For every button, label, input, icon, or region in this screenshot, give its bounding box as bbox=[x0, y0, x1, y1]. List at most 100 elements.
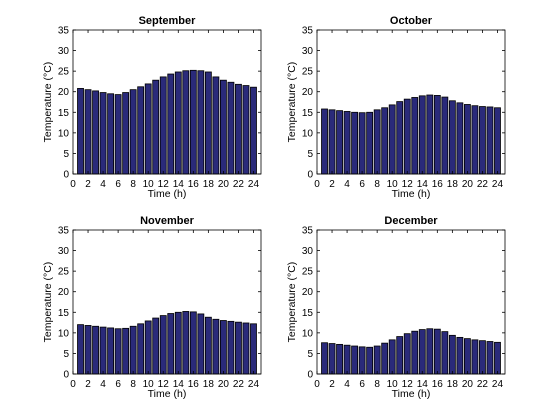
y-tick-label: 15 bbox=[302, 108, 314, 119]
y-tick-label: 35 bbox=[302, 226, 314, 237]
bar bbox=[77, 88, 84, 175]
y-tick-label: 20 bbox=[302, 287, 314, 298]
axes-box bbox=[316, 29, 506, 175]
x-axis-label: Time (h) bbox=[148, 388, 187, 400]
x-tick-label: 4 bbox=[344, 379, 350, 390]
y-tick-label: 5 bbox=[307, 349, 313, 360]
y-tick-label: 10 bbox=[58, 128, 70, 139]
x-tick-label: 16 bbox=[188, 379, 200, 390]
bar bbox=[479, 106, 486, 175]
bar bbox=[212, 318, 220, 375]
bar bbox=[84, 325, 92, 375]
x-tick-label: 6 bbox=[115, 379, 121, 390]
y-tick-label: 5 bbox=[63, 349, 69, 360]
x-tick-label: 8 bbox=[374, 379, 380, 390]
bar bbox=[336, 110, 343, 175]
x-tick-label: 10 bbox=[143, 379, 155, 390]
bar bbox=[471, 105, 479, 175]
y-tick-label: 25 bbox=[302, 267, 314, 278]
chart-panel-october: 0 2 4 6 8 10 12 14 16 18 20 22 2405101520253035Octob… bbox=[286, 15, 506, 200]
bar bbox=[358, 112, 366, 175]
y-tick-label: 25 bbox=[58, 267, 70, 278]
x-tick-label: 2 bbox=[85, 179, 91, 190]
y-tick-label: 20 bbox=[302, 87, 314, 98]
bar bbox=[388, 104, 396, 175]
bar bbox=[204, 71, 212, 175]
bar bbox=[129, 325, 137, 375]
bar bbox=[235, 83, 242, 175]
x-tick-label: 2 bbox=[329, 379, 335, 390]
bar bbox=[418, 95, 426, 175]
x-tick-label: 20 bbox=[462, 379, 474, 390]
x-tick-label: 8 bbox=[130, 179, 136, 190]
x-tick-label: 16 bbox=[188, 179, 200, 190]
bar bbox=[328, 109, 336, 175]
x-tick-label: 18 bbox=[447, 379, 459, 390]
x-tick-label: 12 bbox=[158, 379, 170, 390]
bar bbox=[114, 328, 122, 375]
bar bbox=[77, 324, 84, 375]
y-tick-label: 20 bbox=[58, 287, 70, 298]
x-tick-label: 4 bbox=[100, 179, 106, 190]
bar bbox=[463, 338, 471, 375]
bar bbox=[227, 81, 235, 175]
x-tick-label: 22 bbox=[477, 179, 489, 190]
y-tick-label: 30 bbox=[58, 246, 70, 257]
y-tick-label: 5 bbox=[63, 149, 69, 160]
x-tick-label: 20 bbox=[218, 379, 230, 390]
x-tick-label: 22 bbox=[477, 379, 489, 390]
bar bbox=[242, 322, 250, 375]
bar bbox=[219, 320, 227, 375]
y-tick-label: 35 bbox=[58, 226, 70, 237]
bar bbox=[494, 341, 501, 375]
bar bbox=[373, 109, 381, 175]
y-tick-label: 10 bbox=[302, 328, 314, 339]
bar bbox=[351, 345, 359, 375]
bar bbox=[441, 96, 449, 175]
bar bbox=[358, 346, 366, 375]
x-tick-label: 22 bbox=[233, 379, 245, 390]
x-tick-label: 6 bbox=[359, 379, 365, 390]
y-tick-label: 35 bbox=[302, 26, 314, 37]
x-axis-label: Time (h) bbox=[392, 388, 431, 400]
bar bbox=[471, 339, 479, 375]
chart-panel-november: 0 2 4 6 8 10 12 14 16 18 20 22 2405101520253035Novem… bbox=[42, 215, 262, 400]
x-tick-label: 10 bbox=[387, 179, 399, 190]
bar bbox=[159, 76, 167, 175]
bar bbox=[366, 346, 374, 375]
x-tick-label: 24 bbox=[492, 379, 504, 390]
x-tick-label: 14 bbox=[417, 179, 429, 190]
bar bbox=[336, 343, 343, 375]
y-tick-label: 0 bbox=[63, 370, 69, 381]
bar bbox=[250, 86, 257, 175]
bar bbox=[396, 336, 404, 375]
bar bbox=[441, 331, 449, 375]
bar bbox=[182, 70, 190, 175]
x-tick-label: 16 bbox=[432, 179, 444, 190]
bar bbox=[328, 343, 336, 375]
bar bbox=[381, 342, 389, 375]
chart-panel-september: 0 2 4 6 8 10 12 14 16 18 20 22 2405101520253035Septe… bbox=[42, 15, 262, 200]
bar bbox=[167, 313, 175, 375]
bar bbox=[144, 320, 152, 375]
x-tick-label: 12 bbox=[402, 379, 414, 390]
x-tick-label: 18 bbox=[203, 179, 215, 190]
x-tick-label: 4 bbox=[344, 179, 350, 190]
bar bbox=[144, 83, 152, 175]
bar bbox=[174, 71, 182, 175]
bar bbox=[448, 334, 456, 375]
bar bbox=[433, 328, 441, 375]
bar bbox=[84, 89, 92, 175]
axes-box bbox=[72, 29, 262, 175]
axes-box bbox=[72, 229, 262, 375]
bar bbox=[174, 311, 182, 375]
bar bbox=[448, 100, 456, 175]
bar bbox=[486, 106, 494, 175]
bar bbox=[388, 339, 396, 375]
chart-title: December bbox=[384, 215, 438, 227]
bar bbox=[212, 76, 220, 175]
bar bbox=[204, 316, 212, 375]
bar bbox=[343, 111, 351, 175]
y-tick-label: 30 bbox=[302, 46, 314, 57]
